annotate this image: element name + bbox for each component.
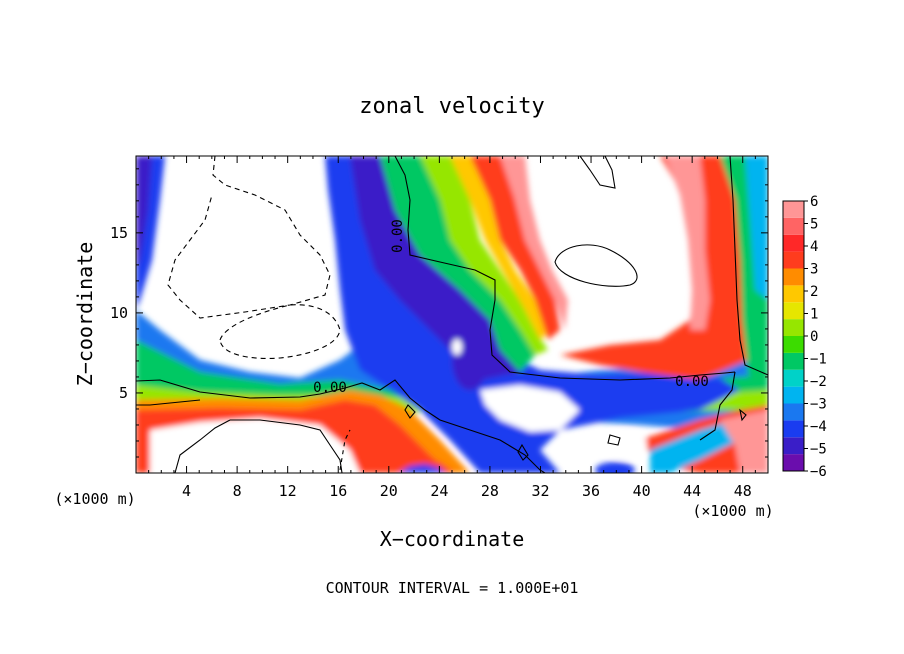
y-axis: 5 10 15 [110,168,768,458]
colorbar-swatch [783,217,804,235]
contour-label-upper: 0.00 [390,219,406,253]
colorbar-tick-label: −1 [810,352,827,368]
colorbar: 6 5 4 3 2 1 0 −1 −2 −3 −4 −5 −6 [782,194,827,480]
x-tick-label: 48 [734,482,752,500]
contour-dashed-large [167,156,331,319]
colorbar-swatch [783,319,804,336]
colorbar-tick-label: 3 [810,262,818,278]
colorbar-swatch [783,352,804,370]
colorbar-tick-label: 1 [810,307,818,323]
y-tick-label: 5 [119,384,128,402]
y-tick-label: 10 [110,304,128,322]
colorbar-tick-label: −4 [810,419,827,435]
colorbar-tick-label: 5 [810,217,818,233]
colorbar-swatch [783,454,804,471]
y-tick-label: 15 [110,224,128,242]
x-tick-label: 4 [182,482,191,500]
colorbar-swatch [783,234,804,252]
colorbar-tick-label: 0 [810,329,818,345]
chart-title: zonal velocity [359,94,544,119]
colorbar-swatch [783,386,804,404]
colorbar-swatch [783,403,804,421]
colorbar-swatch [783,251,804,269]
x-tick-label: 24 [430,482,448,500]
contour-dashed-small [219,304,341,359]
contour-labels: 0.00 0.00 0.00 [313,219,709,396]
colorbar-swatch [783,369,804,387]
plot-area: 0.00 0.00 0.00 [135,155,769,474]
colorbar-swatch [783,437,804,455]
x-unit-right: (×1000 m) [692,502,773,520]
colorbar-tick-label: −5 [810,442,827,458]
x-tick-label: 20 [380,482,398,500]
colorbar-swatch [783,336,804,353]
x-tick-label: 40 [633,482,651,500]
colorbar-swatch [783,201,804,218]
colorbar-tick-label: 6 [810,194,818,210]
x-tick-label: 16 [329,482,347,500]
colorbar-tick-label: −2 [810,374,827,390]
contour-interval-note: CONTOUR INTERVAL = 1.000E+01 [326,579,579,597]
colorbar-tick-label: −3 [810,397,827,413]
x-tick-label: 12 [279,482,297,500]
x-tick-label: 44 [683,482,701,500]
x-tick-label: 8 [233,482,242,500]
colorbar-swatch [783,420,804,438]
x-unit-left: (×1000 m) [54,490,135,508]
colorbar-swatch [783,302,804,320]
x-tick-label: 32 [531,482,549,500]
contour-zero-right [729,156,768,376]
colorbar-tick-label: 2 [810,284,818,300]
contour-label-right: 0.00 [675,374,709,390]
colorbar-tick-label: −6 [810,464,827,480]
x-axis: 4 8 12 16 20 24 28 32 36 40 44 48 [148,156,756,500]
contour-label-lower: 0.00 [313,380,347,396]
x-tick-label: 36 [582,482,600,500]
x-tick-label: 28 [481,482,499,500]
colorbar-swatch [783,285,804,303]
field-green-band [380,156,540,372]
contour-ellipse [554,244,638,287]
x-axis-label: X−coordinate [380,527,525,551]
colorbar-tick-label: 4 [810,239,818,255]
y-axis-label: Z−coordinate [73,242,97,387]
colorbar-swatch [783,268,804,286]
contour-zero-lower [136,379,546,473]
contour-zero-upper [394,156,736,381]
